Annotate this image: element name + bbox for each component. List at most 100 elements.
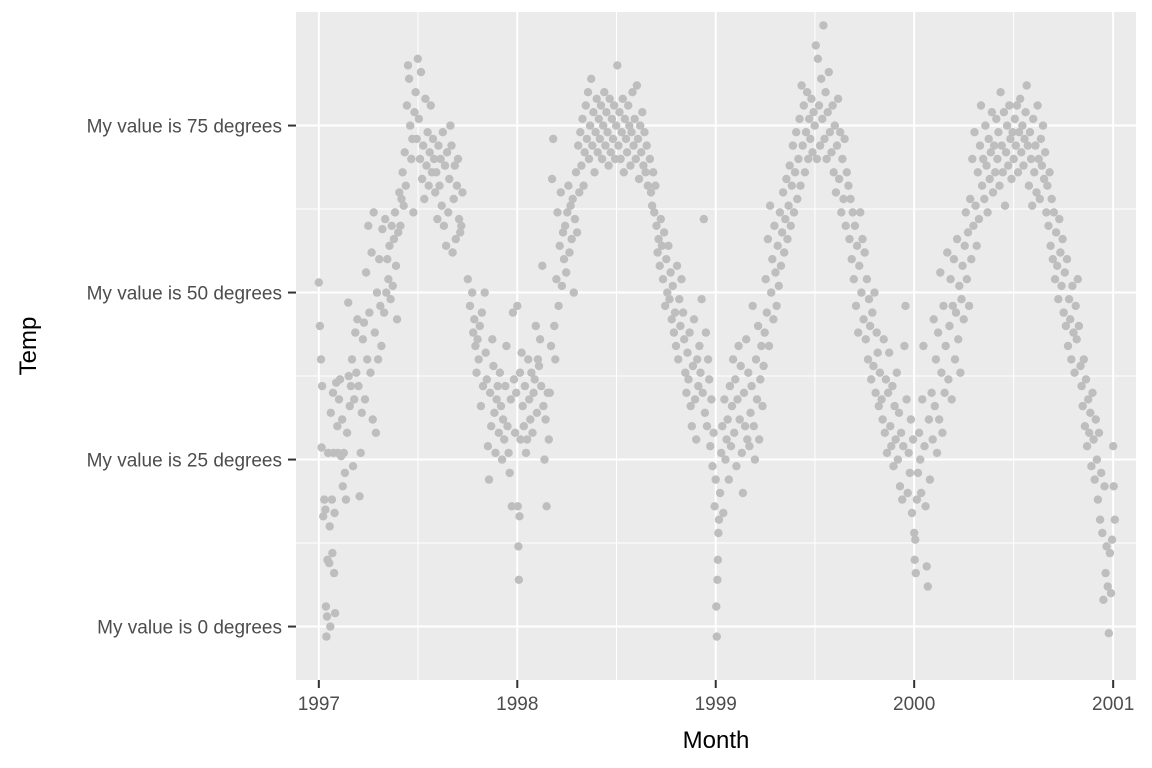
data-point [562,268,571,277]
data-point [702,422,712,431]
data-point [622,148,632,157]
data-point [518,401,527,411]
data-point [1073,275,1083,284]
data-point [1009,154,1018,164]
data-point [633,134,643,144]
data-point [547,174,557,184]
data-point [995,181,1004,190]
data-point [878,415,887,424]
data-point [870,288,879,297]
data-point [652,221,661,230]
data-point [510,428,520,437]
data-point [783,234,792,244]
data-point [528,428,537,437]
data-point [668,281,677,291]
data-point [773,241,782,250]
data-point [525,395,534,404]
data-point [971,201,980,210]
data-point [449,194,458,204]
data-point [607,114,617,124]
data-point [737,448,746,458]
data-point [321,602,331,611]
data-point [950,355,960,364]
data-point [929,315,938,324]
data-point [937,368,946,377]
data-point [977,181,987,190]
data-point [594,114,603,124]
data-point [338,415,347,424]
data-point [772,301,781,311]
data-point [688,361,698,371]
data-point [823,108,832,117]
data-point [593,148,602,157]
data-point [603,128,612,137]
data-point [1018,121,1027,130]
data-point [801,128,811,137]
data-point [975,141,985,150]
data-point [1029,114,1038,124]
data-point [658,275,668,284]
data-point [774,281,783,291]
data-point [669,328,679,337]
data-point [782,174,791,184]
data-point [439,221,449,230]
data-point [1005,101,1014,110]
data-point [519,422,528,431]
data-point [556,188,565,197]
data-point [386,295,395,304]
data-point [550,321,559,331]
data-point [667,315,676,324]
data-point [338,482,347,491]
data-point [1086,408,1095,417]
data-point [339,448,348,458]
data-point [599,121,608,130]
data-point [728,355,738,364]
data-point [627,128,636,137]
data-point [636,121,645,130]
data-point [941,341,950,351]
data-point [685,328,694,337]
data-point [888,381,897,391]
data-point [705,375,714,384]
data-point [715,488,725,498]
data-point [697,295,706,304]
data-point [1093,495,1103,504]
data-point [970,128,979,137]
data-point [681,368,690,377]
data-point [674,355,683,364]
data-point [748,301,757,311]
data-point [452,181,462,190]
data-point [1021,108,1030,117]
data-point [761,275,770,284]
data-point [502,341,511,351]
data-point [1000,201,1010,210]
data-point [524,355,533,364]
data-point [672,261,682,270]
data-point [858,234,867,244]
data-point [933,328,943,337]
data-point [1031,141,1040,150]
data-point [877,395,886,404]
data-point [718,422,727,431]
data-point [927,388,936,397]
data-point [481,348,490,357]
data-point [509,375,519,384]
data-point [765,201,775,210]
data-point [694,381,703,391]
data-point [513,502,522,511]
x-tick-label: 2001 [1092,694,1134,715]
data-point [1014,128,1024,137]
data-point [507,502,516,511]
data-point [1074,321,1084,331]
data-point [896,428,906,437]
data-point [344,298,353,307]
data-point [435,181,444,190]
data-point [827,148,836,157]
data-point [640,128,649,137]
data-point [569,288,578,297]
data-point [806,134,815,144]
data-point [468,288,477,297]
data-point [1023,141,1032,150]
data-point [465,301,475,311]
